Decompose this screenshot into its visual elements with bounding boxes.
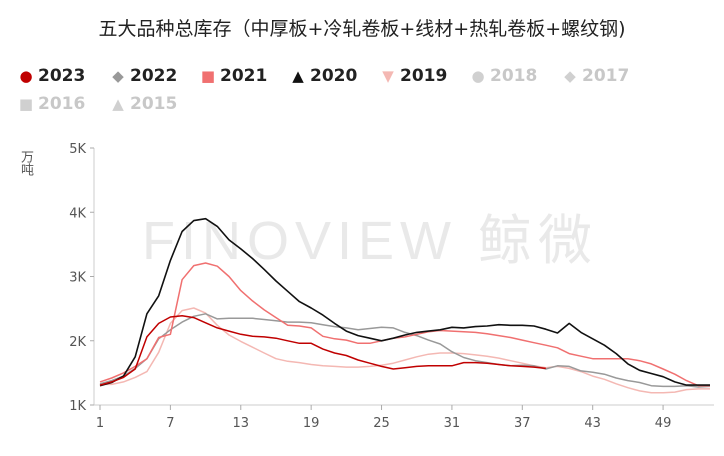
legend-marker-icon: ■ — [200, 67, 216, 85]
chart-title: 五大品种总库存（中厚板+冷轧卷板+线材+热轧卷板+螺纹钢) — [98, 18, 626, 40]
legend-label: 2020 — [310, 66, 358, 86]
y-tick-label: 1K — [69, 399, 86, 414]
legend-label: 2016 — [38, 94, 86, 114]
y-tick-label: 5K — [69, 142, 86, 157]
x-tick-label: 13 — [232, 416, 249, 431]
series-line-2020 — [99, 217, 710, 387]
legend-marker-icon: ◆ — [564, 67, 576, 85]
y-tick-label: 4K — [69, 206, 86, 221]
y-axis-label: 万吨 — [18, 150, 33, 176]
legend-label: 2023 — [38, 66, 86, 86]
legend-label: 2021 — [220, 66, 268, 86]
legend-item-2018[interactable]: ● 2018 — [470, 66, 537, 86]
legend-item-2017[interactable]: ◆ 2017 — [562, 66, 629, 86]
legend-marker-icon: ▲ — [112, 95, 124, 113]
x-tick-label: 25 — [373, 416, 390, 431]
legend-label: 2018 — [490, 66, 538, 86]
legend-marker-icon: ● — [19, 67, 33, 85]
watermark: FINOVIEW 鲸微 — [142, 211, 598, 271]
series-line-2021 — [99, 262, 710, 387]
legend-item-2023[interactable]: ● 2023 — [18, 66, 85, 86]
x-tick-label: 37 — [514, 416, 531, 431]
x-tick-label: 43 — [584, 416, 601, 431]
legend-marker-icon: ◆ — [112, 67, 124, 85]
x-tick-label: 7 — [166, 416, 174, 431]
series-line-2023 — [99, 314, 546, 386]
legend-label: 2019 — [400, 66, 448, 86]
legend-label: 2015 — [130, 94, 178, 114]
series-line-2019 — [100, 307, 710, 394]
legend-marker-icon: ▲ — [292, 67, 304, 85]
series-line-2022 — [99, 313, 711, 388]
legend-item-2020[interactable]: ▲ 2020 — [290, 66, 357, 86]
legend-marker-icon: ● — [471, 67, 485, 85]
legend-label: 2022 — [130, 66, 178, 86]
x-tick-label: 19 — [303, 416, 320, 431]
y-tick-label: 3K — [69, 271, 86, 286]
x-tick-label: 49 — [655, 416, 672, 431]
y-tick-label: 2K — [69, 335, 86, 350]
x-tick-label: 1 — [96, 416, 104, 431]
legend-item-2021[interactable]: ■ 2021 — [200, 66, 267, 86]
legend-item-2015[interactable]: ▲ 2015 — [110, 94, 177, 114]
x-tick-label: 31 — [444, 416, 461, 431]
legend-item-2016[interactable]: ■ 2016 — [18, 94, 85, 114]
legend-item-2022[interactable]: ◆ 2022 — [110, 66, 177, 86]
legend-label: 2017 — [582, 66, 630, 86]
legend-marker-icon: ▼ — [382, 67, 394, 85]
legend-item-2019[interactable]: ▼ 2019 — [380, 66, 447, 86]
legend-marker-icon: ■ — [18, 95, 34, 113]
